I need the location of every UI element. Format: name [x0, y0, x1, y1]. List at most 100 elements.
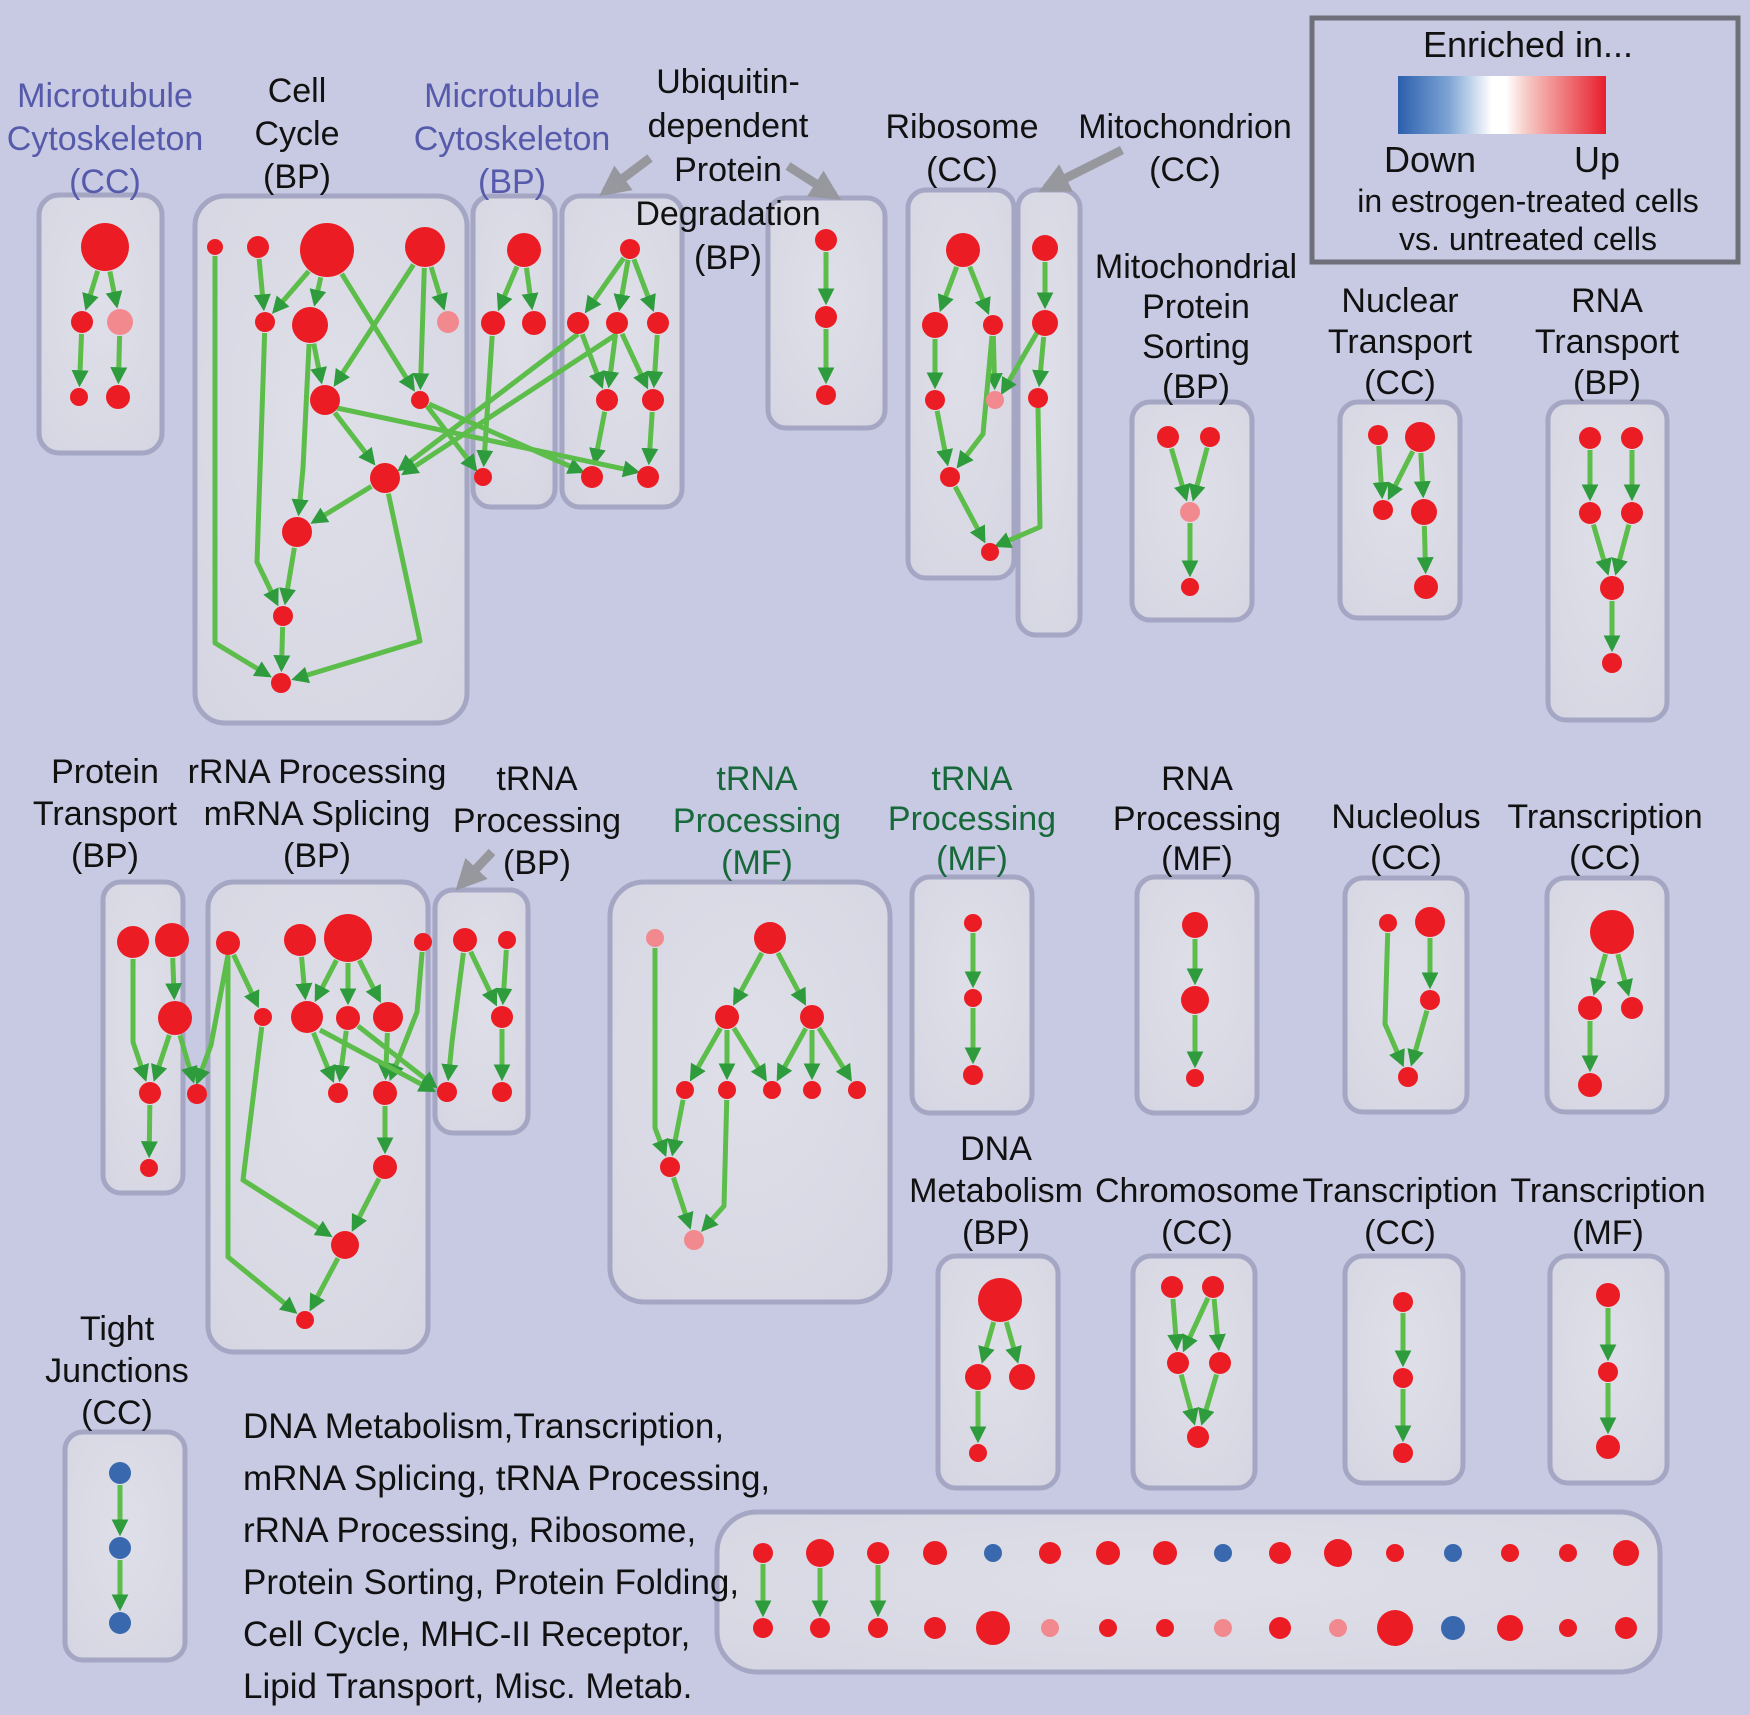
edge: [412, 267, 430, 391]
gene-node: [292, 307, 328, 343]
gene-node: [810, 1618, 830, 1638]
annotation-text-line: Lipid Transport, Misc. Metab.: [243, 1667, 692, 1706]
group-box-nucleolus: [1342, 875, 1470, 1115]
group-label-mitochondrion: Mitochondrion (CC): [1078, 108, 1292, 189]
gene-node: [373, 1002, 403, 1032]
cross-edge: [993, 407, 1043, 548]
edge: [165, 957, 183, 1001]
gene-node: [800, 1005, 824, 1029]
gene-node: [646, 929, 664, 947]
cross-edge: [401, 331, 619, 476]
gene-node: [1386, 1544, 1404, 1562]
gene-node: [1153, 1541, 1177, 1565]
group-label-nucleolus: Nucleolus (CC): [1331, 798, 1480, 877]
edge: [579, 333, 605, 390]
cross-edge: [427, 401, 586, 474]
edge: [613, 259, 631, 312]
gene-node: [984, 1544, 1002, 1562]
edge: [253, 258, 271, 312]
gene-node: [596, 389, 618, 411]
gene-node: [1180, 502, 1200, 522]
edge: [496, 265, 520, 312]
gene-node: [158, 1001, 192, 1035]
gene-node: [1621, 997, 1643, 1019]
gene-node: [106, 385, 130, 409]
gene-node: [1181, 578, 1199, 596]
edge: [310, 484, 373, 524]
gene-node: [806, 1539, 834, 1567]
gene-node: [328, 1083, 348, 1103]
gene-node: [411, 391, 429, 409]
group-label-ribosome: Ribosome (CC): [885, 108, 1038, 189]
edge: [731, 1026, 767, 1082]
edge: [1590, 523, 1612, 576]
edge: [295, 956, 313, 1001]
gene-node: [273, 606, 293, 626]
gene-node: [1579, 502, 1601, 524]
gene-node: [868, 1618, 888, 1638]
gene-node: [986, 391, 1004, 409]
gene-node: [969, 1444, 987, 1462]
group-label-mps: Mitochondrial Protein Sorting (BP): [1095, 248, 1297, 406]
legend-up-label: Up: [1574, 139, 1620, 180]
gene-node: [1414, 575, 1438, 599]
cross-edge: [1000, 329, 1041, 395]
gene-node: [983, 315, 1003, 335]
gene-node: [606, 312, 628, 334]
group-label-mt-cc: Microtubule Cytoskeleton (CC): [7, 77, 204, 201]
gene-node: [1405, 422, 1435, 452]
edge: [495, 949, 513, 1006]
gene-node: [1214, 1619, 1232, 1637]
gene-node: [1393, 1292, 1413, 1312]
gene-node: [660, 1157, 680, 1177]
gene-node: [373, 1081, 397, 1105]
group-label-transcription-cc-mid: Transcription (CC): [1507, 798, 1702, 877]
gene-node: [1602, 653, 1622, 673]
gene-node: [676, 1081, 694, 1099]
group-box-transcription-cc-mid: [1544, 875, 1670, 1115]
gene-node: [1615, 1617, 1637, 1639]
gene-node: [1596, 1283, 1620, 1307]
gene-node: [109, 1537, 131, 1559]
gene-node: [1032, 310, 1058, 336]
edge: [1198, 1373, 1219, 1426]
pointer-arrow-icon: [1038, 145, 1125, 193]
edge: [1413, 452, 1431, 499]
edge: [333, 1030, 351, 1083]
edge: [225, 956, 298, 1314]
edge: [1167, 1298, 1185, 1352]
edge: [231, 953, 260, 1009]
gene-node: [481, 311, 505, 335]
edge: [689, 1027, 723, 1082]
gene-node: [815, 306, 837, 328]
gene-node: [1600, 576, 1624, 600]
gene-node: [71, 311, 93, 333]
group-label-transcription-mf: Transcription (MF): [1510, 1172, 1705, 1252]
edge: [701, 1099, 730, 1232]
gene-node: [324, 914, 372, 962]
edge: [130, 959, 149, 1082]
edge: [254, 332, 279, 607]
gene-node: [216, 931, 240, 955]
gene-node: [815, 229, 837, 251]
gene-node: [282, 517, 312, 547]
gene-node: [1497, 1615, 1523, 1641]
gene-node: [1578, 1073, 1602, 1097]
gene-node: [1621, 502, 1643, 524]
gene-node: [373, 1155, 397, 1179]
edge: [631, 258, 656, 313]
edge: [1387, 450, 1415, 501]
gene-node: [763, 1081, 781, 1099]
group-box-rrna: [205, 879, 431, 1355]
gene-node: [254, 1008, 272, 1026]
gene-node: [1590, 910, 1634, 954]
gene-node: [1377, 1610, 1413, 1646]
gene-node: [940, 467, 960, 487]
gene-node: [1411, 499, 1437, 525]
edge: [1611, 523, 1632, 576]
gene-node: [1039, 1542, 1061, 1564]
gene-node: [1596, 1435, 1620, 1459]
gene-node: [684, 1230, 704, 1250]
gene-node: [1009, 1364, 1035, 1390]
gene-node: [925, 390, 945, 410]
